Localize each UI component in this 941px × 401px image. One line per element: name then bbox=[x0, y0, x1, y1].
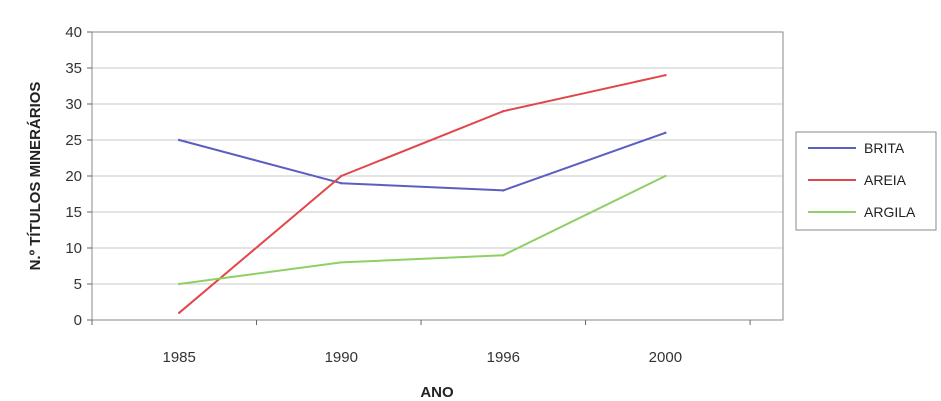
y-tick-label: 10 bbox=[65, 240, 82, 257]
data-point-argila bbox=[502, 254, 505, 257]
data-point-brita bbox=[340, 182, 343, 185]
x-tick-label: 1996 bbox=[487, 349, 520, 366]
legend: BRITA AREIA ARGILA bbox=[795, 131, 937, 231]
y-axis-title: N.º TÍTULOS MINERÁRIOS bbox=[27, 82, 44, 271]
y-tick-label: 0 bbox=[74, 312, 82, 329]
x-tick-label: 2000 bbox=[649, 349, 682, 366]
legend-label-argila: ARGILA bbox=[864, 204, 916, 220]
y-tick-label: 40 bbox=[65, 24, 82, 41]
y-tick-label: 35 bbox=[65, 60, 82, 77]
y-tick-label: 25 bbox=[65, 132, 82, 149]
data-point-brita bbox=[664, 131, 667, 134]
x-axis-title: ANO bbox=[420, 384, 454, 401]
y-axis-ticks: 0 5 10 15 20 25 30 35 40 bbox=[65, 24, 92, 329]
y-tick-label: 5 bbox=[74, 276, 82, 293]
data-point-brita bbox=[502, 189, 505, 192]
gridlines bbox=[92, 67, 783, 285]
x-tick-label: 1985 bbox=[163, 349, 196, 366]
data-point-areia bbox=[340, 174, 343, 178]
y-tick-label: 30 bbox=[65, 96, 82, 113]
legend-items: BRITA AREIA ARGILA bbox=[808, 140, 916, 220]
y-tick-label: 20 bbox=[65, 168, 82, 185]
x-axis-ticks: 1985 1990 1996 2000 bbox=[91, 320, 751, 366]
series-line-areia bbox=[178, 74, 667, 314]
data-point-areia bbox=[502, 110, 505, 113]
legend-label-brita: BRITA bbox=[864, 140, 905, 156]
data-point-brita bbox=[177, 138, 181, 142]
data-point-areia bbox=[177, 311, 181, 314]
series-line-brita bbox=[178, 131, 667, 192]
series-line-argila bbox=[178, 175, 667, 285]
data-point-argila bbox=[177, 282, 181, 286]
data-point-argila bbox=[664, 174, 667, 178]
series-lines bbox=[177, 74, 667, 314]
legend-label-areia: AREIA bbox=[864, 172, 907, 188]
x-tick-label: 1990 bbox=[325, 349, 358, 366]
y-tick-label: 15 bbox=[65, 204, 82, 221]
data-point-areia bbox=[664, 74, 667, 77]
data-point-argila bbox=[340, 261, 343, 264]
